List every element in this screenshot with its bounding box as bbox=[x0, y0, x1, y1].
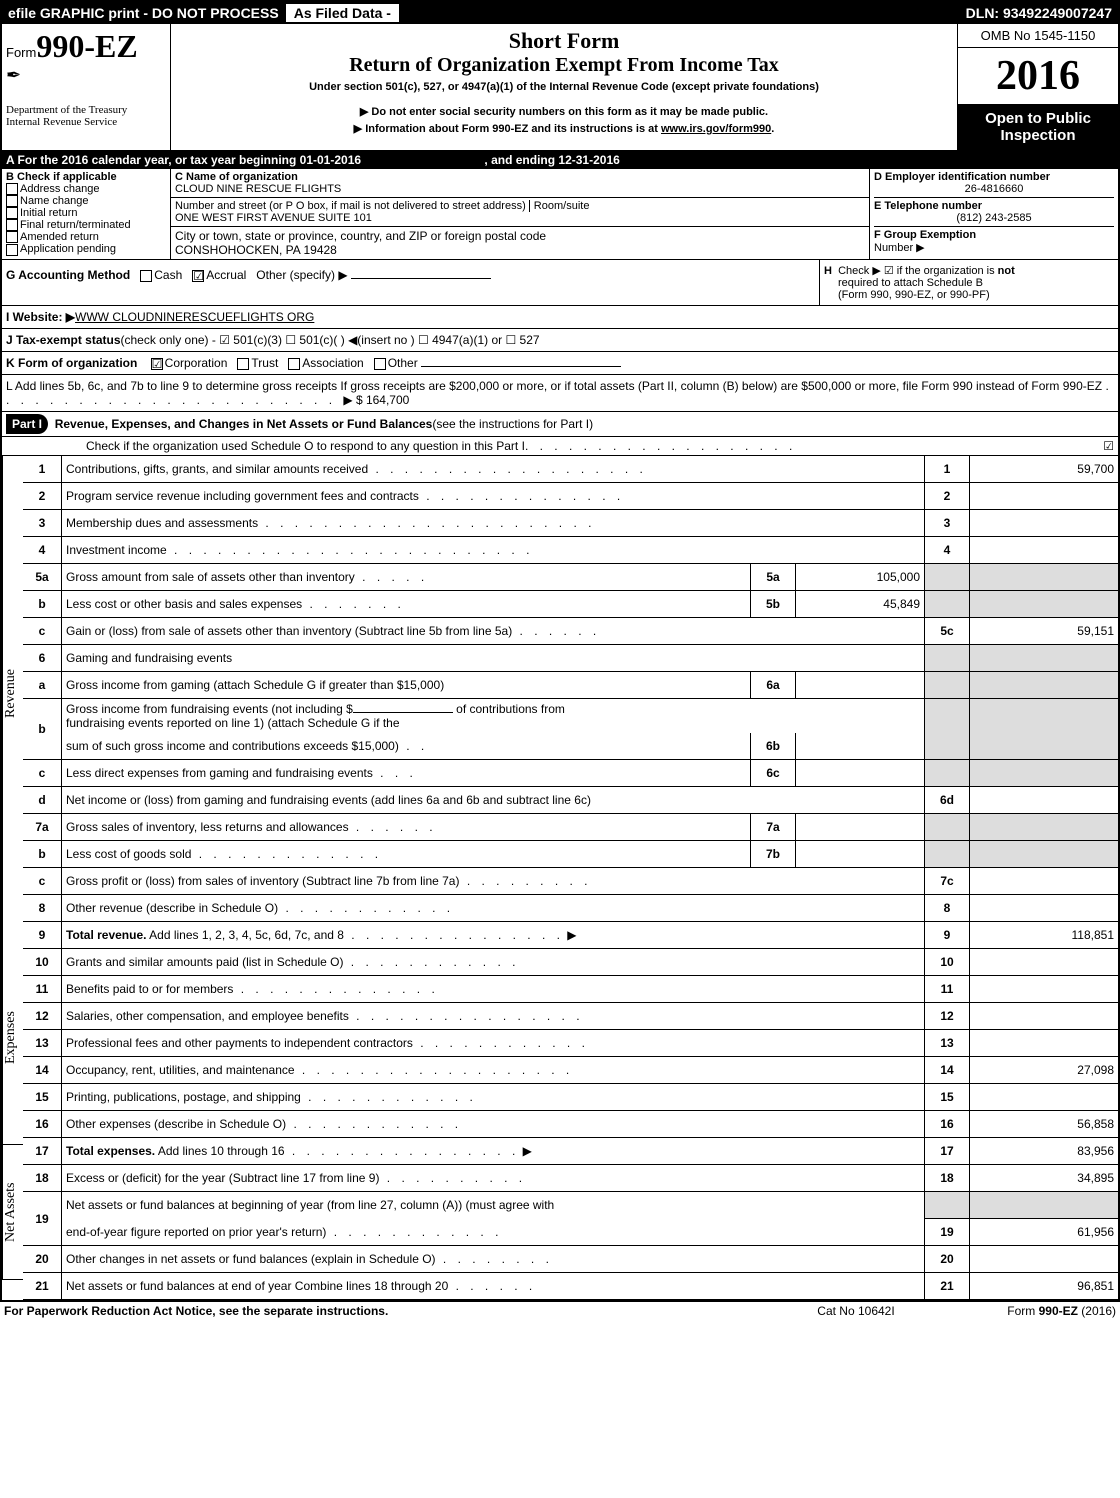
info-note: ▶ Information about Form 990-EZ and its … bbox=[175, 122, 953, 135]
initial-return-checkbox[interactable] bbox=[6, 207, 18, 219]
part1-header-row: Part I Revenue, Expenses, and Changes in… bbox=[2, 412, 1118, 437]
ein-value: 26-4816660 bbox=[874, 183, 1114, 195]
section-h: H Check ▶ ☑ if the organization is not r… bbox=[819, 260, 1118, 305]
part1-check-row: Check if the organization used Schedule … bbox=[2, 437, 1118, 456]
line16-value: 56,858 bbox=[970, 1111, 1119, 1138]
as-filed-label: As Filed Data - bbox=[285, 3, 400, 23]
under-section: Under section 501(c), 527, or 4947(a)(1)… bbox=[175, 81, 953, 93]
main-table: Revenue Expenses Net Assets 1Contributio… bbox=[2, 456, 1118, 1300]
accrual-checkbox[interactable]: ☑ bbox=[192, 270, 204, 282]
section-c: C Name of organization CLOUD NINE RESCUE… bbox=[171, 169, 870, 259]
amended-return-checkbox[interactable] bbox=[6, 231, 18, 243]
cat-no: Cat No 10642I bbox=[756, 1304, 956, 1318]
dept-irs: Internal Revenue Service bbox=[6, 116, 166, 128]
other-checkbox[interactable] bbox=[374, 358, 386, 370]
line1-value: 59,700 bbox=[970, 456, 1119, 483]
schedule-o-check: ☑ bbox=[1103, 439, 1114, 453]
return-title: Return of Organization Exempt From Incom… bbox=[175, 54, 953, 77]
cash-checkbox[interactable] bbox=[140, 270, 152, 282]
header-center: Short Form Return of Organization Exempt… bbox=[171, 24, 957, 150]
header-left: Form990-EZ ✒ Department of the Treasury … bbox=[2, 24, 171, 150]
line21-value: 96,851 bbox=[970, 1273, 1119, 1300]
irs-link[interactable]: www.irs.gov/form990 bbox=[661, 123, 771, 135]
netassets-side-label: Net Assets bbox=[2, 1145, 23, 1280]
section-i: I Website: ▶WWW CLOUDNINERESCUEFLIGHTS O… bbox=[2, 305, 1118, 329]
line19-value: 61,956 bbox=[970, 1219, 1119, 1246]
gh-row: G Accounting Method Cash ☑Accrual Other … bbox=[2, 260, 1118, 305]
dln-label: DLN: 93492249007247 bbox=[960, 3, 1118, 23]
open-public-box: Open to Public Inspection bbox=[958, 104, 1118, 150]
line5c-value: 59,151 bbox=[970, 618, 1119, 645]
gross-receipts-value: ▶ $ 164,700 bbox=[343, 393, 409, 407]
bcd-row: B Check if applicable Address change Nam… bbox=[2, 169, 1118, 260]
trust-checkbox[interactable] bbox=[237, 358, 249, 370]
header-row: Form990-EZ ✒ Department of the Treasury … bbox=[2, 24, 1118, 151]
section-l: L Add lines 5b, 6c, and 7b to line 9 to … bbox=[2, 375, 1118, 412]
final-return-checkbox[interactable] bbox=[6, 219, 18, 231]
ssn-note: ▶ Do not enter social security numbers o… bbox=[175, 105, 953, 118]
lines-table: 1Contributions, gifts, grants, and simil… bbox=[23, 456, 1118, 1300]
line5a-value: 105,000 bbox=[796, 564, 925, 591]
phone-value: (812) 243-2585 bbox=[874, 212, 1114, 224]
footer: For Paperwork Reduction Act Notice, see … bbox=[0, 1302, 1120, 1320]
form-prefix: Form bbox=[6, 45, 36, 60]
top-bar: efile GRAPHIC print - DO NOT PROCESS As … bbox=[2, 2, 1118, 24]
paperwork-notice: For Paperwork Reduction Act Notice, see … bbox=[4, 1304, 756, 1318]
section-k: K Form of organization ☑Corporation Trus… bbox=[2, 352, 1118, 375]
section-a: A For the 2016 calendar year, or tax yea… bbox=[2, 151, 1118, 169]
tax-year: 2016 bbox=[958, 48, 1118, 104]
expenses-side-label: Expenses bbox=[2, 932, 23, 1145]
line5b-value: 45,849 bbox=[796, 591, 925, 618]
corp-checkbox[interactable]: ☑ bbox=[151, 358, 163, 370]
revenue-side-label: Revenue bbox=[2, 456, 23, 932]
org-street: ONE WEST FIRST AVENUE SUITE 101 bbox=[175, 212, 865, 224]
header-right: OMB No 1545-1150 2016 Open to Public Ins… bbox=[957, 24, 1118, 150]
form-container: efile GRAPHIC print - DO NOT PROCESS As … bbox=[0, 0, 1120, 1302]
line9-value: 118,851 bbox=[970, 922, 1119, 949]
section-j: J Tax-exempt status(check only one) - ☑ … bbox=[2, 329, 1118, 352]
omb-number: OMB No 1545-1150 bbox=[958, 24, 1118, 48]
part1-label: Part I bbox=[6, 414, 48, 434]
org-city: CONSHOHOCKEN, PA 19428 bbox=[175, 243, 865, 257]
line17-value: 83,956 bbox=[970, 1138, 1119, 1165]
org-name: CLOUD NINE RESCUE FLIGHTS bbox=[175, 183, 865, 195]
section-b: B Check if applicable Address change Nam… bbox=[2, 169, 171, 259]
line14-value: 27,098 bbox=[970, 1057, 1119, 1084]
form-number: 990-EZ bbox=[36, 28, 137, 64]
efile-label: efile GRAPHIC print - DO NOT PROCESS bbox=[2, 3, 285, 23]
name-change-checkbox[interactable] bbox=[6, 195, 18, 207]
addr-change-checkbox[interactable] bbox=[6, 183, 18, 195]
form-ref: Form 990-EZ (2016) bbox=[956, 1304, 1116, 1318]
application-pending-checkbox[interactable] bbox=[6, 244, 18, 256]
line18-value: 34,895 bbox=[970, 1165, 1119, 1192]
short-form-title: Short Form bbox=[175, 28, 953, 54]
assoc-checkbox[interactable] bbox=[288, 358, 300, 370]
website-link[interactable]: WWW CLOUDNINERESCUEFLIGHTS ORG bbox=[75, 310, 314, 324]
section-d: D Employer identification number 26-4816… bbox=[870, 169, 1118, 259]
dept-treasury: Department of the Treasury bbox=[6, 104, 166, 116]
